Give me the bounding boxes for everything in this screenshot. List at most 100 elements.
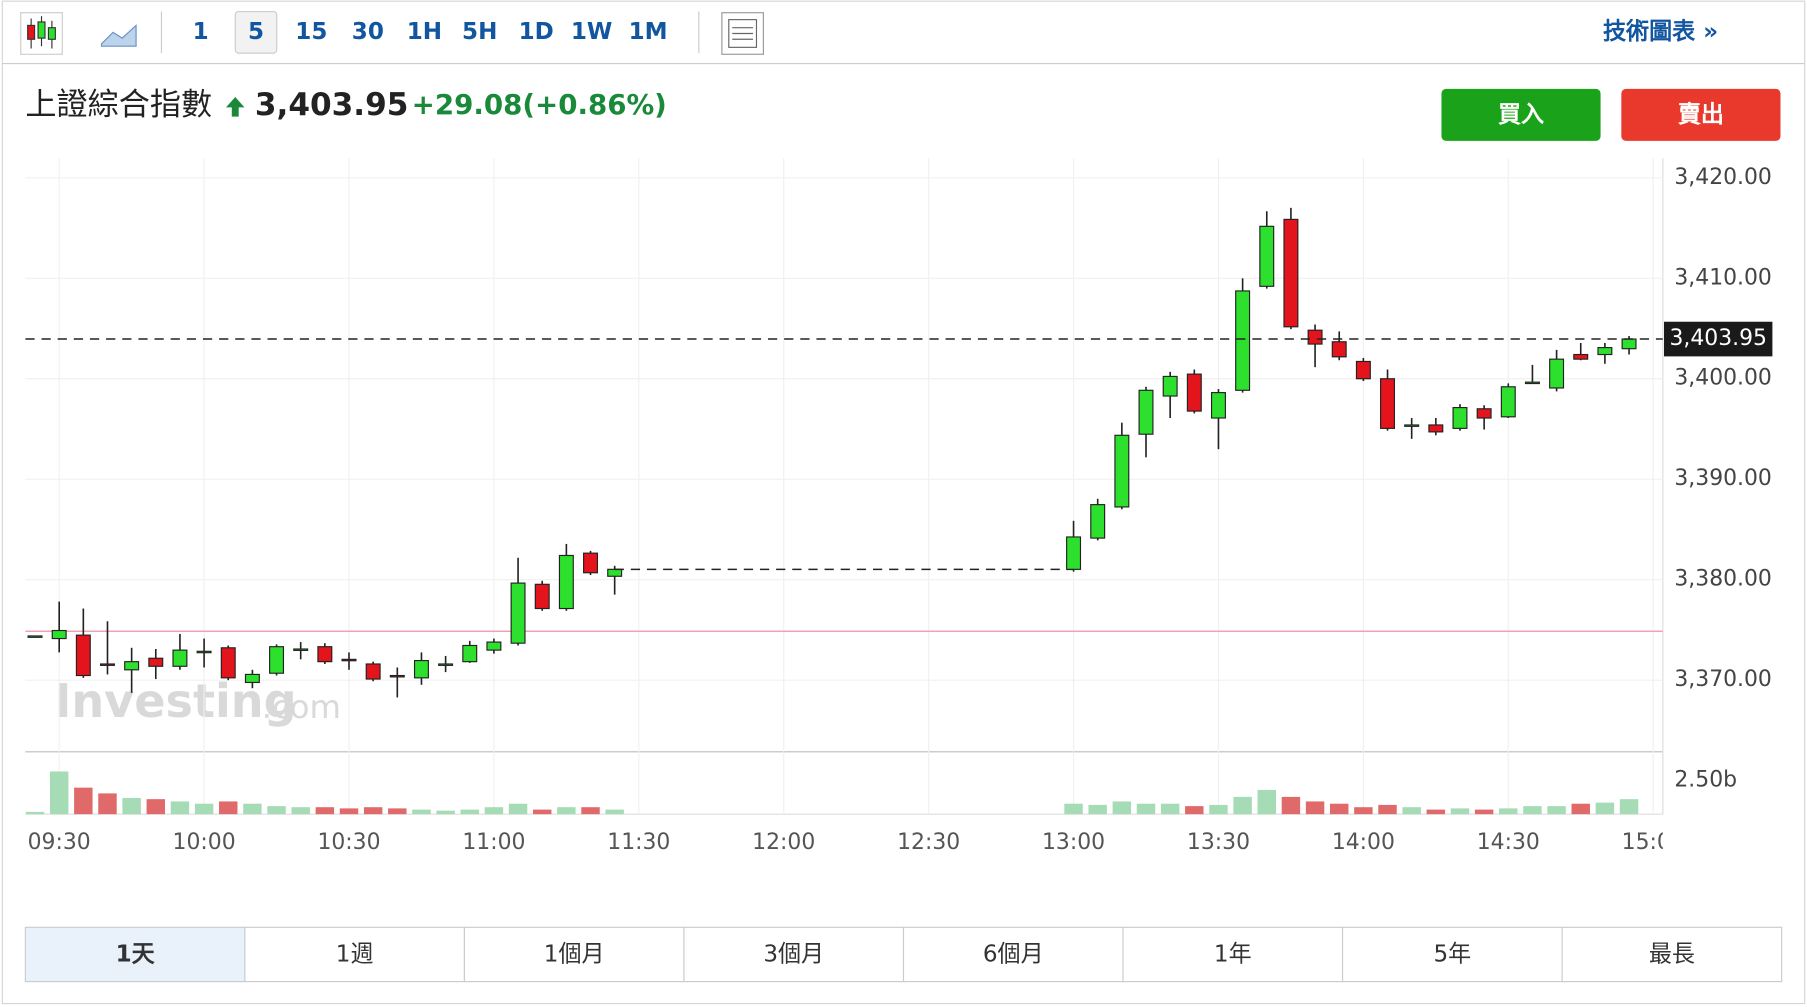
interval-button[interactable]: 1H xyxy=(407,19,442,45)
candle-body xyxy=(269,646,285,674)
area-icon[interactable] xyxy=(100,24,137,47)
volume-bar xyxy=(219,801,238,815)
volume-bar xyxy=(388,808,407,815)
interval-button[interactable]: 30 xyxy=(352,19,384,45)
volume-bar xyxy=(25,811,45,815)
range-tab[interactable] xyxy=(683,926,905,983)
range-label[interactable]: 最長 xyxy=(1649,942,1695,968)
candle-body xyxy=(1500,386,1516,418)
chart-link[interactable]: 技術圖表 » xyxy=(1603,18,1718,45)
interval-button[interactable]: 1 xyxy=(193,19,209,45)
layout-icon[interactable] xyxy=(721,12,764,55)
x-tick-label: 13:30 xyxy=(1187,830,1250,855)
candle-body xyxy=(510,582,526,644)
interval-button[interactable]: 5H xyxy=(462,19,497,45)
volume-bar xyxy=(605,809,624,815)
candle-body xyxy=(1404,424,1420,427)
volume-bar xyxy=(98,793,117,815)
candle-body xyxy=(196,650,212,654)
price-change: +29.08 xyxy=(412,88,523,121)
watermark-suffix: .com xyxy=(262,688,341,726)
range-label[interactable]: 6個月 xyxy=(983,942,1044,968)
candle-body xyxy=(75,634,91,677)
volume-bar xyxy=(339,808,359,815)
volume-bar xyxy=(1499,808,1518,815)
last-price: 3,403.95 xyxy=(255,87,409,123)
candle-body xyxy=(293,648,309,651)
candle-body xyxy=(1090,504,1106,539)
volume-bar xyxy=(1378,804,1397,815)
x-tick-label: 10:30 xyxy=(317,830,380,855)
range-label[interactable]: 1週 xyxy=(336,942,374,968)
candle-icon[interactable] xyxy=(20,12,63,55)
candle-body xyxy=(51,629,67,640)
candle-body xyxy=(1428,424,1444,433)
interval-button[interactable]: 15 xyxy=(295,19,327,45)
range-label[interactable]: 1個月 xyxy=(544,942,605,968)
candle-body xyxy=(486,641,502,651)
range-tab[interactable] xyxy=(463,926,685,983)
volume-bar xyxy=(1088,804,1107,815)
range-tab[interactable] xyxy=(1561,926,1783,983)
candle-body xyxy=(1355,360,1371,380)
interval-button[interactable]: 1D xyxy=(519,19,554,45)
volume-bar xyxy=(146,799,166,815)
sell-label[interactable]: 賣出 xyxy=(1678,102,1724,128)
volume-bar xyxy=(581,807,600,815)
volume-bar xyxy=(170,801,190,815)
volume-bar xyxy=(436,810,455,815)
volume-bar xyxy=(363,807,383,815)
candle-body xyxy=(558,554,574,610)
candle-body xyxy=(1621,338,1637,350)
volume-bar xyxy=(1329,803,1349,815)
range-label[interactable]: 3個月 xyxy=(763,942,824,968)
range-label[interactable]: 1天 xyxy=(116,942,156,968)
candle-body xyxy=(438,663,454,666)
volume-bar xyxy=(1426,809,1446,815)
buy-label[interactable]: 買入 xyxy=(1498,102,1544,128)
volume-bar xyxy=(74,787,93,815)
volume-bar xyxy=(291,807,310,815)
current-price-box xyxy=(1664,321,1773,357)
volume-bar xyxy=(484,807,504,815)
candle-body xyxy=(1331,341,1347,358)
candle-body xyxy=(1307,329,1323,345)
candle-body xyxy=(1283,218,1299,328)
volume-bar xyxy=(1064,803,1083,815)
y-tick-label: 3,380.00 xyxy=(1674,567,1771,592)
volume-bar xyxy=(1450,808,1470,815)
volume-bar xyxy=(1257,789,1276,815)
candle-body xyxy=(220,647,236,679)
volume-bar xyxy=(1619,799,1639,815)
buy-button[interactable] xyxy=(1441,88,1601,141)
volume-bar xyxy=(49,771,69,815)
range-tab[interactable] xyxy=(244,926,466,983)
current-price-label: 3,403.95 xyxy=(1669,326,1766,351)
volume-bar xyxy=(412,809,431,815)
candle-body xyxy=(317,646,333,663)
x-tick-label: 10:00 xyxy=(173,830,236,855)
volume-bar xyxy=(243,803,262,815)
active-interval-box xyxy=(234,10,278,54)
range-label[interactable]: 1年 xyxy=(1214,942,1252,968)
range-label[interactable]: 5年 xyxy=(1433,942,1471,968)
instrument-title: 上證綜合指數 xyxy=(25,87,212,123)
sell-button[interactable] xyxy=(1621,88,1781,141)
volume-bar xyxy=(1112,801,1132,815)
range-tab[interactable] xyxy=(1122,926,1344,983)
candle-body xyxy=(1235,290,1251,391)
volume-bar xyxy=(1233,796,1252,815)
candle-body xyxy=(124,661,140,671)
candle-body xyxy=(1476,408,1492,419)
x-tick-label: 15:00 xyxy=(1622,830,1685,855)
interval-button[interactable]: 1M xyxy=(629,19,668,45)
candle-body xyxy=(1549,358,1565,389)
volume-bar xyxy=(1547,806,1566,815)
volume-bar xyxy=(1571,803,1590,815)
candle-body xyxy=(534,583,550,610)
x-tick-label: 09:30 xyxy=(28,830,91,855)
interval-button[interactable]: 1W xyxy=(571,19,612,45)
y-tick-label: 3,400.00 xyxy=(1674,366,1771,391)
interval-button[interactable]: 5 xyxy=(248,19,264,45)
